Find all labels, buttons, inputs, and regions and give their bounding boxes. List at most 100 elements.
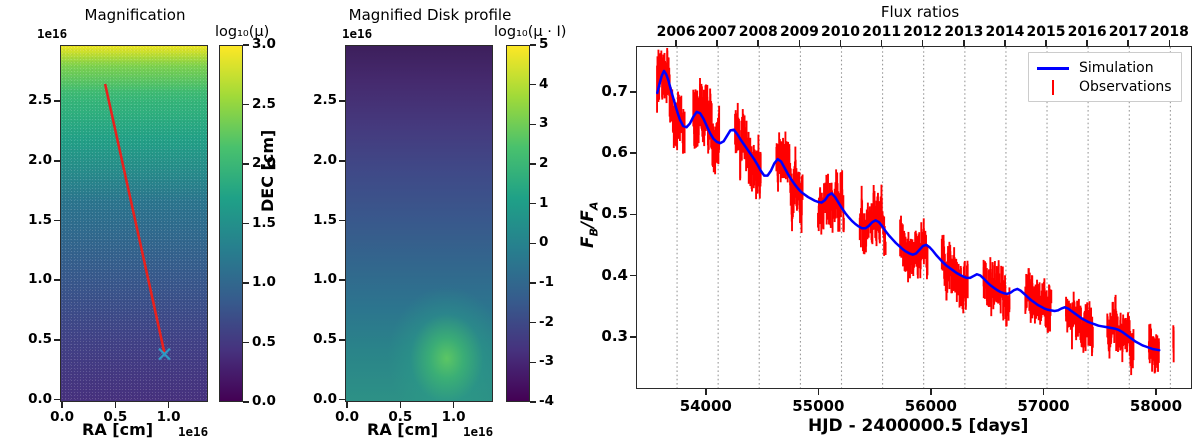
flux-ratios-year-tick-mark (716, 40, 718, 46)
flux-ratios-svg (656, 47, 1175, 388)
flux-ratios-ytick-label: 0.4 (601, 265, 628, 284)
disk-profile-colorbar-tick-label: -2 (539, 313, 554, 330)
flux-ratios-ytick-label: 0.3 (601, 326, 628, 345)
flux-ratios-xtick-mark (704, 389, 707, 395)
flux-ratios-plot (636, 46, 1192, 389)
flux-ratios-xtick-mark (1042, 389, 1045, 395)
flux-ratios-xlabel: HJD - 2400000.5 [days] (808, 416, 1029, 436)
magnification-colorbar-tick-mark (243, 341, 249, 344)
disk-profile-colorbar-tick-label: 3 (539, 115, 549, 132)
disk-profile-xtick-label: 0.5 (388, 409, 413, 425)
disk-profile-xtick-label: 0.0 (335, 409, 360, 425)
magnification-xtick-mark (61, 402, 63, 408)
magnification-xtick-label: 0.5 (103, 409, 128, 425)
disk-profile-ytick-mark (339, 160, 345, 162)
disk-profile-title: Magnified Disk profile (348, 6, 512, 24)
flux-ratios-legend: Simulation Observations (1028, 52, 1182, 102)
magnification-colorbar-tick-mark (243, 222, 249, 225)
disk-profile-colorbar-tick-label: 4 (539, 75, 549, 92)
disk-profile-xtick-label: 1.0 (441, 409, 466, 425)
source-position-marker (158, 347, 171, 361)
magnification-ytick-label: 0.5 (28, 330, 52, 347)
disk-profile-colorbar-tick-mark (530, 401, 536, 403)
magnification-xtick-mark (114, 402, 117, 408)
flux-ratios-xtick-label: 56000 (904, 397, 957, 415)
observations-bar-swatch (1036, 77, 1070, 96)
disk-profile-colorbar-tick-mark (530, 242, 536, 245)
simulation-line-swatch (1036, 58, 1070, 77)
flux-ratios-year-tick-mark (839, 40, 842, 46)
magnification-colorbar-tick-mark (243, 103, 249, 106)
magnification-ytick-mark (54, 219, 60, 222)
source-track-overlay (103, 83, 171, 361)
flux-ratios-year-tick-mark (757, 40, 760, 46)
magnification-colormap-image (61, 46, 207, 401)
disk-profile-colorbar-tick-mark (530, 361, 536, 364)
disk-profile-xtick-mark (452, 402, 455, 408)
disk-profile-colorbar-tick-mark (530, 44, 536, 46)
disk-profile-colorbar-tick-label: -4 (539, 393, 554, 409)
flux-ratios-year-tick-mark (1004, 40, 1006, 46)
magnification-ytick-mark (54, 339, 60, 341)
flux-ratios-year-tick-mark (1127, 40, 1130, 46)
disk-profile-ytick-mark (339, 100, 345, 102)
flux-ratios-year-label: 2017 (1108, 24, 1148, 40)
disk-profile-ytick-label: 1.0 (313, 271, 337, 288)
flux-ratios-ytick-mark (630, 152, 636, 154)
disk-profile-xtick-mark (346, 402, 348, 408)
magnification-colorbar-tick-label: 2.5 (252, 95, 276, 112)
magnification-title: Magnification (84, 6, 186, 24)
flux-ratios-year-tick-mark (1168, 40, 1171, 46)
legend-row-simulation: Simulation (1036, 58, 1172, 77)
flux-ratios-year-label: 2006 (656, 24, 696, 40)
flux-ratios-title: Flux ratios (880, 3, 960, 21)
flux-ratios-xtick-mark (1155, 389, 1157, 395)
flux-ratios-xtick-label: 57000 (1017, 397, 1070, 415)
disk-profile-colorbar-tick-mark (530, 163, 536, 165)
magnification-colorbar-tick-label: 1.0 (252, 274, 276, 290)
flux-ratios-ytick-mark (630, 274, 636, 277)
simulation-curve (656, 69, 1161, 352)
source-track-line (103, 83, 166, 354)
flux-ratios-year-label: 2015 (1026, 24, 1066, 40)
flux-ratios-xtick-label: 58000 (1129, 397, 1183, 415)
disk-profile-colormap-image (346, 46, 492, 401)
disk-profile-colorbar-tick-label: 0 (539, 234, 549, 251)
magnification-colorbar-tick-mark (243, 401, 249, 403)
magnification-colorbar (219, 45, 243, 402)
magnification-colorbar-tick-label: 1.5 (252, 214, 276, 231)
disk-profile-colorbar-tick-label: 5 (539, 36, 549, 52)
disk-profile-colorbar-title: log₁₀(μ · I) (494, 24, 567, 40)
flux-ratios-xtick-label: 55000 (792, 397, 845, 415)
disk-profile-ytick-label: 1.5 (313, 211, 337, 228)
disk-profile-colorbar-tick-label: 1 (539, 194, 549, 211)
flux-ratios-year-label: 2013 (944, 24, 984, 40)
magnification-ytick-label: 1.0 (28, 271, 52, 288)
magnification-ytick-mark (54, 279, 60, 281)
magnification-colorbar-tick-mark (243, 282, 249, 284)
magnification-xlabel: RA [cm] (82, 420, 154, 439)
legend-row-observations: Observations (1036, 77, 1172, 96)
disk-profile-colorbar-tick-label: -3 (539, 353, 554, 370)
flux-ratios-year-tick-mark (880, 40, 883, 46)
flux-ratios-year-label: 2016 (1067, 24, 1107, 40)
flux-ratios-year-tick-mark (675, 40, 677, 46)
disk-profile-colorbar-tick-mark (530, 83, 536, 86)
disk-profile-colorbar-tick-mark (530, 202, 536, 205)
disk-profile-ylabel: DEC [cm] (258, 129, 277, 212)
disk-profile-xtick-mark (399, 402, 402, 408)
disk-profile-colorbar-tick-label: 2 (539, 155, 549, 171)
ylabel-fb: FB (578, 227, 601, 248)
legend-label-observations: Observations (1079, 78, 1172, 95)
disk-profile-colorbar-tick-mark (530, 321, 536, 324)
magnification-colorbar-tick-label: 0.5 (252, 333, 276, 350)
disk-profile-colorbar-tick-mark (530, 282, 536, 284)
flux-ratios-ytick-mark (630, 91, 636, 93)
magnification-ytick-mark (54, 160, 60, 162)
ylabel-fa: FA (578, 201, 601, 222)
flux-ratios-xtick-mark (817, 389, 820, 395)
flux-ratios-year-label: 2012 (903, 24, 943, 40)
ylabel-slash: / (578, 221, 598, 228)
magnification-xtick-mark (167, 402, 170, 408)
magnification-colorbar-tick-label: 2.0 (252, 155, 276, 171)
